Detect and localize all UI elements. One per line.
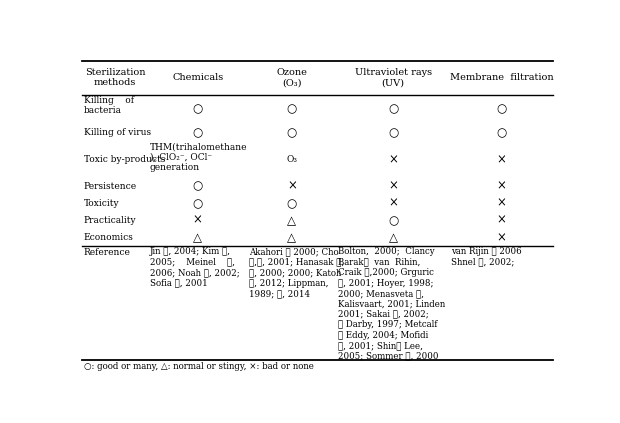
Text: THM(trihalomethane
), ClO₂⁻, OCl⁻
generation: THM(trihalomethane ), ClO₂⁻, OCl⁻ genera…	[149, 143, 247, 172]
Text: ×: ×	[497, 231, 507, 244]
Text: ○: ○	[388, 214, 398, 227]
Text: ×: ×	[388, 197, 398, 210]
Text: Persistence: Persistence	[84, 182, 137, 191]
Text: ×: ×	[193, 214, 203, 227]
Text: Economics: Economics	[84, 233, 134, 242]
Text: ○: ○	[286, 197, 297, 210]
Text: van Rijin 등 2006
Shnel 등, 2002;: van Rijin 등 2006 Shnel 등, 2002;	[451, 247, 521, 267]
Text: Toxicity: Toxicity	[84, 199, 120, 208]
Text: Ultraviolet rays
(UV): Ultraviolet rays (UV)	[355, 68, 432, 87]
Text: Toxic by-products: Toxic by-products	[84, 155, 165, 164]
Text: ×: ×	[388, 153, 398, 166]
Text: Membrane  filtration: Membrane filtration	[450, 73, 553, 82]
Text: Jin 등, 2004; Kim 등,
2005;    Meinel    등,
2006; Noah 등, 2002;
Sofia 등, 2001: Jin 등, 2004; Kim 등, 2005; Meinel 등, 2006…	[149, 247, 239, 288]
Text: △: △	[287, 231, 296, 244]
Text: ○: good or many, △: normal or stingy, ×: bad or none: ○: good or many, △: normal or stingy, ×:…	[84, 362, 314, 371]
Text: ○: ○	[388, 102, 398, 115]
Text: ○: ○	[286, 126, 297, 139]
Text: Ozone
(O₃): Ozone (O₃)	[277, 68, 308, 87]
Text: △: △	[389, 231, 397, 244]
Text: Killing    of
bacteria: Killing of bacteria	[84, 96, 134, 115]
Text: ○: ○	[193, 180, 203, 193]
Text: O₃: O₃	[286, 155, 298, 164]
Text: ○: ○	[193, 102, 203, 115]
Text: Practicality: Practicality	[84, 216, 136, 225]
Text: ○: ○	[496, 102, 507, 115]
Text: ○: ○	[286, 102, 297, 115]
Text: ×: ×	[497, 197, 507, 210]
Text: ○: ○	[496, 126, 507, 139]
Text: ○: ○	[193, 126, 203, 139]
Text: Killing of virus: Killing of virus	[84, 128, 151, 137]
Text: Akahori 등 2000; Cho
등,등, 2001; Hanasak 등,
등, 2000; 2000; Katoh
등, 2012; Lippman,: Akahori 등 2000; Cho 등,등, 2001; Hanasak 등…	[249, 247, 344, 298]
Text: Sterilization
methods: Sterilization methods	[85, 68, 146, 87]
Text: Chemicals: Chemicals	[172, 73, 223, 82]
Text: △: △	[193, 231, 202, 244]
Text: ×: ×	[287, 180, 297, 193]
Text: Reference: Reference	[84, 248, 131, 257]
Text: ×: ×	[497, 180, 507, 193]
Text: ○: ○	[193, 197, 203, 210]
Text: △: △	[287, 214, 296, 227]
Text: ○: ○	[388, 126, 398, 139]
Text: ×: ×	[388, 180, 398, 193]
Text: ×: ×	[497, 214, 507, 227]
Text: Bolton,  2000;  Clancy
Barak와  van  Rihin,
Craik 등,2000; Grguric
등, 2001; Hoyer,: Bolton, 2000; Clancy Barak와 van Rihin, C…	[338, 247, 445, 360]
Text: ×: ×	[497, 153, 507, 166]
